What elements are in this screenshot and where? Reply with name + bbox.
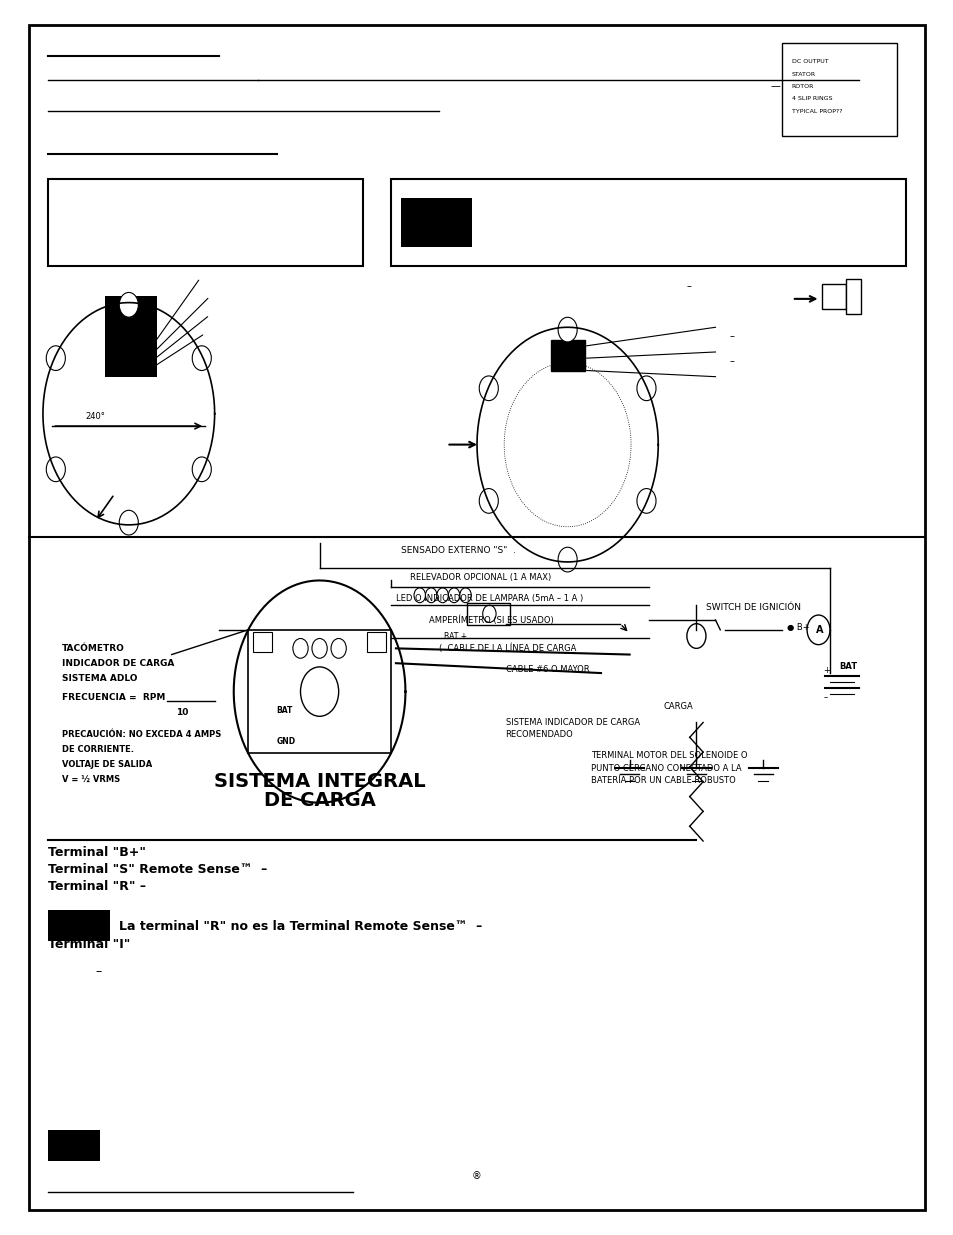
Text: ®: ® bbox=[472, 1171, 481, 1181]
Text: A: A bbox=[815, 625, 822, 635]
Text: –: – bbox=[822, 693, 826, 703]
Circle shape bbox=[312, 638, 327, 658]
Bar bbox=[845, 279, 860, 314]
Text: DE CORRIENTE.: DE CORRIENTE. bbox=[62, 745, 133, 755]
Text: TACÓMETRO: TACÓMETRO bbox=[62, 643, 125, 653]
Circle shape bbox=[558, 547, 577, 572]
Text: 10: 10 bbox=[176, 708, 189, 718]
Bar bbox=[48, 910, 110, 941]
Text: BATERÍA POR UN CABLE ROBUSTO: BATERÍA POR UN CABLE ROBUSTO bbox=[591, 776, 736, 785]
Bar bbox=[551, 340, 584, 370]
Text: Terminal "R" –: Terminal "R" – bbox=[48, 881, 146, 893]
Bar bbox=[781, 43, 896, 136]
Circle shape bbox=[293, 638, 308, 658]
Bar bbox=[367, 632, 386, 652]
Text: ROTOR: ROTOR bbox=[791, 84, 813, 89]
Bar bbox=[248, 630, 391, 753]
Circle shape bbox=[425, 588, 436, 603]
Circle shape bbox=[637, 375, 656, 400]
Text: SISTEMA INDICADOR DE CARGA: SISTEMA INDICADOR DE CARGA bbox=[505, 718, 639, 727]
Circle shape bbox=[119, 293, 138, 317]
Text: 4 SLIP RINGS: 4 SLIP RINGS bbox=[791, 96, 831, 101]
Circle shape bbox=[459, 588, 471, 603]
Circle shape bbox=[686, 624, 705, 648]
Circle shape bbox=[300, 667, 338, 716]
Text: FRECUENCIA =  RPM: FRECUENCIA = RPM bbox=[62, 693, 165, 703]
Text: Terminal "I": Terminal "I" bbox=[48, 939, 130, 951]
Circle shape bbox=[47, 457, 66, 482]
Text: BAT: BAT bbox=[276, 705, 293, 715]
Circle shape bbox=[414, 588, 425, 603]
Circle shape bbox=[193, 346, 212, 370]
Bar bbox=[48, 179, 362, 266]
Circle shape bbox=[482, 605, 496, 622]
Text: Terminal "B+": Terminal "B+" bbox=[48, 846, 146, 858]
Bar bbox=[105, 296, 157, 377]
Text: –: – bbox=[95, 966, 102, 978]
Text: TYPICAL PROP??: TYPICAL PROP?? bbox=[791, 109, 841, 114]
Text: –: – bbox=[729, 331, 734, 341]
Text: CARGA: CARGA bbox=[662, 701, 692, 711]
Text: –: – bbox=[686, 282, 691, 291]
Bar bbox=[400, 198, 472, 247]
Bar bbox=[391, 179, 905, 266]
Text: SISTEMA INTEGRAL: SISTEMA INTEGRAL bbox=[213, 772, 425, 792]
Text: Terminal "S" Remote Sense™  –: Terminal "S" Remote Sense™ – bbox=[48, 863, 267, 876]
Text: (  CABLE DE LA LÍNEA DE CARGA: ( CABLE DE LA LÍNEA DE CARGA bbox=[438, 643, 576, 653]
Text: 240°: 240° bbox=[86, 411, 106, 421]
Circle shape bbox=[436, 588, 448, 603]
Circle shape bbox=[558, 317, 577, 342]
Text: RELEVADOR OPCIONAL (1 A MAX): RELEVADOR OPCIONAL (1 A MAX) bbox=[410, 573, 551, 583]
Circle shape bbox=[478, 375, 497, 400]
Text: AMPERÍMETRO (SI ES USADO): AMPERÍMETRO (SI ES USADO) bbox=[429, 615, 554, 625]
Text: STATOR: STATOR bbox=[791, 72, 815, 77]
Bar bbox=[48, 1130, 100, 1161]
Text: BAT +: BAT + bbox=[443, 631, 466, 641]
Text: —: — bbox=[770, 82, 780, 91]
Text: +: + bbox=[822, 666, 829, 676]
Text: –: – bbox=[729, 356, 734, 366]
Text: BAT: BAT bbox=[839, 662, 857, 672]
Circle shape bbox=[806, 615, 829, 645]
Text: La terminal "R" no es la Terminal Remote Sense™  –: La terminal "R" no es la Terminal Remote… bbox=[119, 920, 482, 932]
Bar bbox=[821, 284, 845, 309]
Text: DC OUTPUT: DC OUTPUT bbox=[791, 59, 827, 64]
Text: CABLE #6 O MAYOR: CABLE #6 O MAYOR bbox=[505, 664, 589, 674]
Text: PRECAUCIÓN: NO EXCEDA 4 AMPS: PRECAUCIÓN: NO EXCEDA 4 AMPS bbox=[62, 730, 221, 740]
Circle shape bbox=[331, 638, 346, 658]
Circle shape bbox=[193, 457, 212, 482]
Bar bbox=[253, 632, 272, 652]
Text: PUNTO CERCANO CONECTADO A LA: PUNTO CERCANO CONECTADO A LA bbox=[591, 763, 741, 773]
Text: DE CARGA: DE CARGA bbox=[263, 790, 375, 810]
Text: TERMINAL MOTOR DEL SOLENOIDE O: TERMINAL MOTOR DEL SOLENOIDE O bbox=[591, 751, 747, 761]
Text: INDICADOR DE CARGA: INDICADOR DE CARGA bbox=[62, 658, 174, 668]
Text: VOLTAJE DE SALIDA: VOLTAJE DE SALIDA bbox=[62, 760, 152, 769]
Text: SWITCH DE IGNICIÓN: SWITCH DE IGNICIÓN bbox=[705, 603, 801, 613]
Bar bbox=[467, 603, 510, 625]
Text: SENSADO EXTERNO "S"  .: SENSADO EXTERNO "S" . bbox=[400, 546, 516, 556]
Circle shape bbox=[478, 489, 497, 514]
Circle shape bbox=[119, 510, 138, 535]
Text: RECOMENDADO: RECOMENDADO bbox=[505, 730, 573, 740]
Text: ● B+: ● B+ bbox=[786, 622, 809, 632]
Text: LED O INDICADOR DE LAMPARA (5mA – 1 A ): LED O INDICADOR DE LAMPARA (5mA – 1 A ) bbox=[395, 594, 582, 604]
Circle shape bbox=[637, 489, 656, 514]
Text: V = ½ VRMS: V = ½ VRMS bbox=[62, 774, 120, 784]
Text: SISTEMA ADLO: SISTEMA ADLO bbox=[62, 673, 137, 683]
Circle shape bbox=[47, 346, 66, 370]
Circle shape bbox=[448, 588, 459, 603]
Text: GND: GND bbox=[276, 736, 295, 746]
